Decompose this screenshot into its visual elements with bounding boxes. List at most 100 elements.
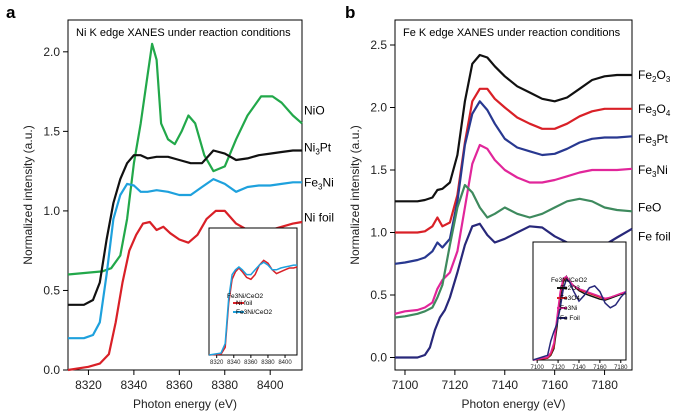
series-label-sub: 3 — [315, 147, 320, 156]
x-tick-label-a-0: 8320 — [75, 378, 102, 392]
plot-frame-b — [394, 19, 633, 371]
inset-x-tick-label-b-0: 7100 — [531, 365, 545, 371]
chart-title-a: Ni K edge XANES under reaction condition… — [76, 27, 291, 39]
series-label-a-3: Ni foil — [304, 210, 334, 224]
series-label-tail: Ni — [322, 175, 333, 189]
inset-x-tick-label-b-2: 7140 — [572, 365, 586, 371]
series-label-main: Fe foil — [638, 229, 671, 243]
series-label-b-0: Fe2O3 — [638, 68, 671, 84]
series-line-b-2 — [394, 100, 633, 265]
inset-x-tick-label-b-1: 7120 — [551, 365, 565, 371]
series-label-main: Fe — [638, 163, 652, 177]
series-label-sub2: 3 — [666, 75, 671, 84]
x-axis-label-b: Photon energy (eV) — [461, 397, 565, 411]
series-label-sub: 2 — [652, 75, 657, 84]
y-tick-label-b-5: 2.5 — [370, 38, 387, 52]
series-label-tail: Ni — [656, 163, 667, 177]
series-label-main: Fe — [304, 175, 318, 189]
y-axis-label-a: Normalized intensity (a.u.) — [21, 125, 35, 264]
series-line-b-1 — [395, 87, 632, 234]
inset-legend-label-b-1: Fe3O4 — [560, 295, 580, 302]
inset-legend-label-b-2: Fe3Ni — [560, 305, 577, 312]
panel-label-a: a — [6, 3, 16, 22]
series-label-b-4: FeO — [638, 201, 661, 215]
series-label-sub: 3 — [652, 170, 657, 179]
x-axis-label-a: Photon energy (eV) — [133, 397, 237, 411]
x-tick-label-a-4: 8400 — [257, 378, 284, 392]
panel-b: b Fe K edge XANES under reaction conditio… — [345, 3, 671, 411]
inset-line-b-3 — [532, 277, 627, 361]
x-tick-label-a-2: 8360 — [166, 378, 193, 392]
y-tick-label-a-3: 1.5 — [43, 124, 60, 138]
series-label-sub: 3 — [652, 109, 657, 118]
x-tick-label-a-3: 8380 — [211, 378, 238, 392]
series-label-b-2: Fe3Pt — [638, 132, 668, 148]
y-tick-label-b-2: 1.0 — [370, 226, 387, 240]
x-tick-label-a-1: 8340 — [121, 378, 148, 392]
inset-frame-b — [532, 241, 627, 361]
inset-line-a-1 — [208, 261, 297, 356]
series-line-b-0 — [395, 53, 632, 203]
y-axis-label-b: Normalized intensity (a.u.) — [348, 125, 362, 264]
series-label-b-5: Fe foil — [638, 229, 671, 243]
series-label-main: FeO — [638, 201, 661, 215]
series-label-a-0: NiO — [304, 104, 325, 118]
inset-x-tick-label-a-3: 8380 — [261, 360, 275, 366]
inset-frame-a — [208, 227, 298, 356]
y-tick-label-a-0: 0.0 — [43, 363, 60, 377]
y-tick-label-b-1: 0.5 — [370, 288, 387, 302]
series-line-b-4 — [394, 183, 633, 319]
x-tick-label-b-4: 7180 — [591, 378, 618, 392]
y-tick-label-a-1: 0.5 — [43, 283, 60, 297]
inset-x-tick-label-b-3: 7160 — [593, 365, 607, 371]
inset-legend-title-a: Fe3Ni/CeO2 — [227, 293, 264, 300]
series-line-a-1 — [68, 149, 302, 306]
series-label-sub: 3 — [652, 139, 657, 148]
series-label-main: NiO — [304, 104, 325, 118]
y-tick-label-b-4: 2.0 — [370, 101, 387, 115]
inset-legend-label-b-3: Fe Foil — [560, 315, 580, 322]
series-label-main: Fe — [638, 68, 652, 82]
x-tick-label-b-3: 7160 — [541, 378, 568, 392]
series-label-tail: O — [656, 68, 665, 82]
series-line-a-2 — [68, 178, 302, 340]
panel-label-b: b — [345, 3, 355, 22]
series-label-a-2: Fe3Ni — [304, 175, 334, 191]
series-label-b-1: Fe3O4 — [638, 102, 671, 118]
inset-x-tick-label-a-0: 8320 — [210, 360, 224, 366]
series-line-b-3 — [394, 143, 633, 315]
x-tick-label-b-1: 7120 — [442, 378, 469, 392]
series-label-tail: Pt — [656, 132, 668, 146]
y-tick-label-b-0: 0.0 — [370, 351, 387, 365]
plot-frame-a — [67, 19, 303, 371]
inset-x-tick-label-a-4: 8400 — [278, 360, 292, 366]
series-label-sub2: 4 — [666, 109, 671, 118]
y-tick-label-b-3: 1.5 — [370, 163, 387, 177]
y-tick-label-a-4: 2.0 — [43, 45, 60, 59]
series-line-a-0 — [67, 42, 303, 276]
series-label-main: Fe — [638, 102, 652, 116]
inset-legend-label-a-1: Fe3Ni/CeO2 — [236, 309, 273, 316]
series-label-main: Fe — [638, 132, 652, 146]
series-label-tail: Pt — [320, 140, 332, 154]
series-label-tail: O — [656, 102, 665, 116]
y-tick-label-a-2: 1.0 — [43, 204, 60, 218]
panel-a: a Ni K edge XANES under reaction conditio… — [6, 3, 334, 411]
series-label-main: Ni foil — [304, 210, 334, 224]
chart-title-b: Fe K edge XANES under reaction condition… — [403, 27, 621, 39]
x-tick-label-b-0: 7100 — [392, 378, 419, 392]
inset-line-b-2 — [532, 275, 627, 361]
inset-legend-label-a-0: Ni foil — [236, 300, 253, 307]
inset-legend-title-b: Fe3Ni/CeO2 — [551, 277, 588, 284]
x-tick-label-b-2: 7140 — [491, 378, 518, 392]
inset-x-tick-label-b-4: 7180 — [614, 365, 628, 371]
series-label-b-3: Fe3Ni — [638, 163, 668, 179]
inset-x-tick-label-a-1: 8340 — [227, 360, 241, 366]
series-label-sub: 3 — [318, 182, 323, 191]
series-label-main: Ni — [304, 140, 315, 154]
series-label-a-1: Ni3Pt — [304, 140, 332, 156]
inset-x-tick-label-a-2: 8360 — [244, 360, 258, 366]
